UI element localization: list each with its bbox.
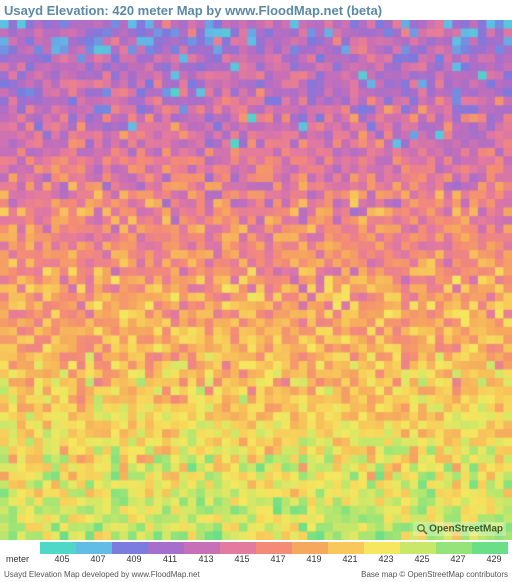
legend-tick: 405 [54,554,69,564]
color-legend: meter 405 407 409 411 413 415 417 419 421 423 425 4… [0,540,512,570]
legend-tick: 423 [378,554,393,564]
colorbar [40,542,508,554]
legend-tick: 407 [90,554,105,564]
legend-tick: 415 [234,554,249,564]
attribution-right: Base map © OpenStreetMap contributors [361,570,508,582]
magnifier-icon [416,523,428,535]
colorbar-swatch [292,542,328,554]
legend-tick: 429 [486,554,501,564]
heatmap-canvas [0,20,512,540]
colorbar-swatch [184,542,220,554]
elevation-map: OpenStreetMap [0,20,512,540]
colorbar-swatch [256,542,292,554]
colorbar-swatch [112,542,148,554]
legend-tick: 409 [126,554,141,564]
legend-ticks: meter 405 407 409 411 413 415 417 419 421 423 425 4… [4,554,508,568]
legend-tick: 421 [342,554,357,564]
osm-logo[interactable]: OpenStreetMap [413,522,506,536]
attribution-left: Usayd Elevation Map developed by www.Flo… [4,570,200,582]
colorbar-swatch [148,542,184,554]
colorbar-swatch [40,542,76,554]
legend-tick: 413 [198,554,213,564]
legend-tick: 419 [306,554,321,564]
colorbar-swatch [328,542,364,554]
unit-label: meter [6,554,29,564]
legend-tick: 411 [163,554,177,564]
page-title: Usayd Elevation: 420 meter Map by www.Fl… [0,0,512,20]
legend-tick: 425 [414,554,429,564]
osm-label: OpenStreetMap [429,524,503,535]
colorbar-swatch [76,542,112,554]
colorbar-swatch [472,542,508,554]
footer: Usayd Elevation Map developed by www.Flo… [0,570,512,582]
colorbar-swatch [364,542,400,554]
colorbar-swatch [220,542,256,554]
colorbar-swatch [400,542,436,554]
legend-tick: 427 [450,554,465,564]
legend-tick: 417 [270,554,285,564]
colorbar-swatch [436,542,472,554]
